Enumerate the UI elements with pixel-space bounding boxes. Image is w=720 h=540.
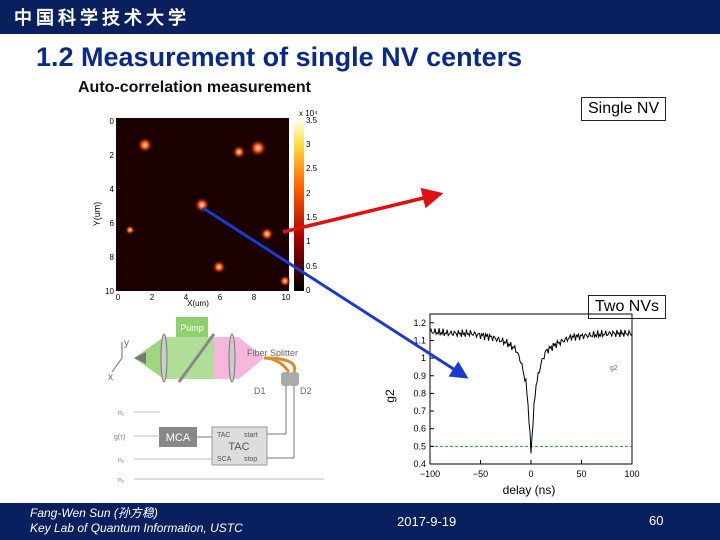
lens-right xyxy=(228,333,236,383)
g2-y-tick: 1.2 xyxy=(413,318,426,328)
footer-date: 2017-9-19 xyxy=(397,514,457,529)
colorbar-exponent: x 10⁴ xyxy=(299,109,318,118)
pump-label: Pump xyxy=(180,323,204,333)
fiber-splitter-label: Fiber Splitter xyxy=(247,348,298,358)
lab-name: Key Lab of Quantum Information, USTC xyxy=(30,521,243,535)
scan-y-tick: 10 xyxy=(105,287,114,296)
detector-d2 xyxy=(289,372,299,386)
confocal-scan-image: Y(um) X(um) 0 2 4 6 8 10 0 2 4 6 8 10 x … xyxy=(92,109,318,308)
axis-y-label: y xyxy=(124,338,129,349)
g2-y-tick: 0.7 xyxy=(413,406,426,416)
header-bar: 中国科学技术大学 xyxy=(0,0,720,34)
scan-y-tick: 0 xyxy=(110,117,115,126)
colorbar-tick: 1.5 xyxy=(306,213,318,222)
g2-chart: 1.2 1.1 1 0.9 0.8 0.7 0.6 0.5 0.4−100 −50 0 50 100 g… xyxy=(383,313,640,497)
setup-schematic: Pump y x Fiber Splitter D1 D2 MCA TAC TA… xyxy=(108,317,324,484)
nv-spot xyxy=(279,275,291,287)
start-label: start xyxy=(244,432,258,439)
sca-label: SCA xyxy=(217,456,232,463)
colorbar-tick: 2.5 xyxy=(306,164,318,173)
axis-x-label: x xyxy=(108,372,113,383)
g2-y-label: g2 xyxy=(383,389,397,403)
author-name: Fang-Wen Sun (孙方稳) xyxy=(30,506,158,520)
row-label: n₂ xyxy=(118,457,125,464)
colorbar xyxy=(294,118,304,291)
d1-label: D1 xyxy=(254,386,266,396)
wire xyxy=(267,386,295,459)
g2-y-tick: 1.1 xyxy=(413,335,426,345)
scan-x-tick: 4 xyxy=(184,293,189,302)
tac-label: TAC xyxy=(228,441,249,453)
wire xyxy=(267,386,287,435)
footer-credit: Fang-Wen Sun (孙方稳) Key Lab of Quantum In… xyxy=(30,506,243,536)
slide-subtitle: Auto-correlation measurement xyxy=(78,79,311,96)
mca-label: MCA xyxy=(166,432,191,444)
g2-x-tick: 0 xyxy=(528,469,533,479)
scan-y-label: Y(um) xyxy=(92,202,102,227)
lens-left xyxy=(160,333,168,383)
colorbar-tick: 0 xyxy=(306,286,311,295)
scan-x-tick: 8 xyxy=(252,293,257,302)
g2-series-line xyxy=(429,327,633,454)
colorbar-tick: 0.5 xyxy=(306,262,318,271)
row-label: n₁ xyxy=(118,410,125,417)
g2-x-tick: −50 xyxy=(473,469,488,479)
g2-y-tick: 1 xyxy=(421,353,426,363)
colorbar-tick: 1 xyxy=(306,237,311,246)
g2-y-tick: 0.9 xyxy=(413,371,426,381)
fiber-d2 xyxy=(263,356,297,373)
colorbar-tick: 2 xyxy=(306,189,311,198)
colorbar-tick: 3.5 xyxy=(306,116,318,125)
nv-spot xyxy=(125,225,135,235)
g2-legend: g2 xyxy=(610,365,618,372)
nv-spot xyxy=(260,227,274,241)
g2-y-tick: 0.8 xyxy=(413,388,426,398)
tac-small-label: TAC xyxy=(217,432,230,439)
scan-y-tick: 4 xyxy=(110,185,115,194)
g2-x-tick: −100 xyxy=(420,469,440,479)
stop-label: stop xyxy=(244,456,257,463)
nv-spot-single xyxy=(194,197,210,213)
scan-x-tick: 6 xyxy=(218,293,223,302)
scan-x-label: X(um) xyxy=(187,299,209,308)
nv-spot xyxy=(212,260,226,274)
two-nvs-callout: Two NVs xyxy=(588,295,667,319)
g2-plot-frame xyxy=(429,313,633,465)
sample-arrow xyxy=(134,352,146,364)
university-logo: 中国科学技术大学 xyxy=(14,8,190,29)
nv-spot xyxy=(249,139,267,157)
g2-y-tick: 0.4 xyxy=(413,459,426,469)
colorbar-tick: 3 xyxy=(306,140,311,149)
axis-x-line xyxy=(111,357,123,373)
d2-label: D2 xyxy=(300,386,312,396)
slide-title: 1.2 Measurement of single NV centers xyxy=(36,42,523,72)
green-beam xyxy=(134,337,164,379)
tac-box xyxy=(211,426,268,466)
row-label: n₂ xyxy=(118,477,125,484)
row-label: g(τ) xyxy=(114,434,125,441)
g2-x-tick: 100 xyxy=(624,469,639,479)
page-number: 60 xyxy=(649,513,664,528)
scan-y-tick: 2 xyxy=(110,151,115,160)
g2-y-tick: 0.5 xyxy=(413,441,426,451)
nv-spot xyxy=(232,145,246,159)
g2-y-tick: 0.6 xyxy=(413,424,426,434)
pump-box xyxy=(176,317,208,337)
single-nv-callout: Single NV xyxy=(581,97,667,121)
scan-x-tick: 0 xyxy=(116,293,121,302)
scan-y-tick: 6 xyxy=(110,219,115,228)
scan-y-tick: 8 xyxy=(110,253,115,262)
nv-spot xyxy=(137,137,153,153)
g2-x-tick: 50 xyxy=(576,469,586,479)
mca-box xyxy=(159,427,197,447)
pink-beam xyxy=(214,337,264,379)
g2-x-label: delay (ns) xyxy=(503,483,556,497)
footer-bar: Fang-Wen Sun (孙方稳) Key Lab of Quantum In… xyxy=(0,503,720,540)
scan-x-tick: 10 xyxy=(282,293,291,302)
scan-x-tick: 2 xyxy=(150,293,155,302)
